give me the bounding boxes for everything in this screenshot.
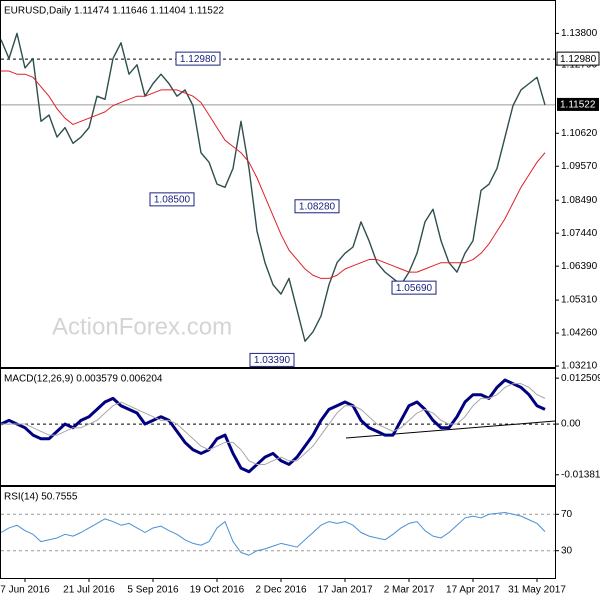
rsi-panel bbox=[0, 486, 556, 579]
y-tick-label: 1.06390 bbox=[561, 261, 598, 272]
x-tick-label: 7 Jun 2016 bbox=[0, 585, 50, 596]
annotation-label: 1.08280 bbox=[299, 201, 336, 212]
y-tick-label: 1.10620 bbox=[561, 128, 598, 139]
last-price-box bbox=[557, 97, 599, 111]
y-tick-label: 70 bbox=[561, 509, 573, 520]
series-line bbox=[1, 70, 546, 279]
y-tick-label: 0.012509 bbox=[561, 373, 600, 384]
y-tick-label: 1.03210 bbox=[561, 361, 598, 372]
y-tick-label: 1.05310 bbox=[561, 295, 598, 306]
x-tick-label: 19 Oct 2016 bbox=[190, 585, 245, 596]
x-tick-label: 17 Apr 2017 bbox=[446, 585, 500, 596]
y-tick-label: -0.013813 bbox=[561, 469, 600, 480]
x-tick-label: 2 Dec 2016 bbox=[255, 585, 307, 596]
x-tick-label: 17 Jan 2017 bbox=[317, 585, 372, 596]
y-tick-label: 30 bbox=[561, 545, 573, 556]
price-panel bbox=[0, 0, 556, 368]
panel-title: EURUSD,Daily 1.11474 1.11646 1.11404 1.1… bbox=[4, 6, 224, 17]
watermark: ActionForex.com bbox=[52, 313, 232, 340]
y-tick-label: 1.09570 bbox=[561, 161, 598, 172]
series-line bbox=[0, 378, 546, 474]
y-tick-label: 1.13800 bbox=[561, 28, 598, 39]
macd-panel bbox=[0, 368, 556, 486]
last-price-label: 1.11522 bbox=[560, 100, 596, 111]
series-line bbox=[0, 511, 546, 556]
y-tick-label: 0.00 bbox=[561, 419, 581, 430]
annotation-label: 1.08500 bbox=[154, 195, 191, 206]
annotation-box bbox=[149, 192, 195, 207]
annotation-box bbox=[249, 352, 295, 367]
x-tick-label: 2 Mar 2017 bbox=[384, 585, 435, 596]
annotation-label: 1.05690 bbox=[396, 283, 433, 294]
panel-title: RSI(14) 50.7555 bbox=[4, 492, 78, 503]
annotation-box bbox=[391, 280, 437, 295]
x-tick-label: 5 Sep 2016 bbox=[127, 585, 179, 596]
y-tick-label: 1.08490 bbox=[561, 195, 598, 206]
annotation-box bbox=[175, 51, 221, 66]
axis-level-box bbox=[556, 51, 600, 66]
trend-line bbox=[345, 420, 556, 439]
y-tick-label: 1.07440 bbox=[561, 228, 598, 239]
x-tick-label: 21 Jul 2016 bbox=[63, 585, 115, 596]
series-line bbox=[1, 383, 546, 465]
annotation-box bbox=[294, 199, 340, 214]
annotation-label: 1.03390 bbox=[254, 355, 291, 366]
axis-level-label: 1.12980 bbox=[560, 54, 597, 65]
annotation-label: 1.12980 bbox=[180, 54, 217, 65]
y-tick-label: 1.04260 bbox=[561, 328, 598, 339]
x-tick-label: 31 May 2017 bbox=[508, 585, 566, 596]
panel-title: MACD(12,26,9) 0.003579 0.006204 bbox=[4, 374, 163, 385]
